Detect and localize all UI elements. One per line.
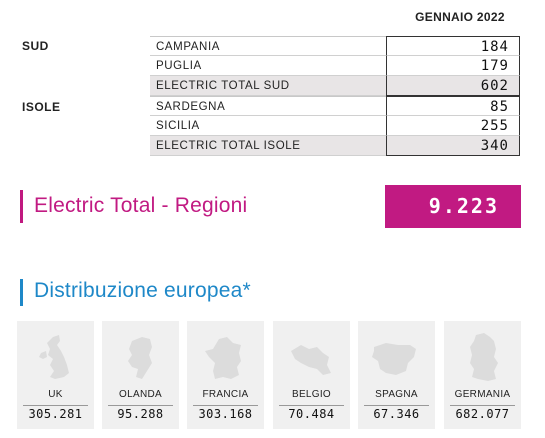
country-card-uk: UK 305.281 bbox=[17, 321, 94, 429]
row-value: 255 bbox=[386, 116, 520, 136]
regions-total-title: Electric Total - Regioni bbox=[34, 194, 248, 217]
country-name: UK bbox=[48, 389, 63, 400]
table-row-total: ELECTRIC TOTAL ISOLE 340 bbox=[150, 136, 520, 156]
row-value: 340 bbox=[386, 136, 520, 156]
country-value: 303.168 bbox=[198, 407, 253, 421]
country-card-france: FRANCIA 303.168 bbox=[187, 321, 264, 429]
regions-total-value: 9.223 bbox=[385, 185, 521, 228]
table-row: PUGLIA 179 bbox=[150, 56, 520, 76]
uk-map-icon bbox=[39, 335, 69, 379]
group-label-sud: SUD bbox=[22, 39, 49, 53]
row-name: PUGLIA bbox=[150, 56, 386, 76]
country-value: 95.288 bbox=[117, 407, 164, 421]
row-name: ELECTRIC TOTAL ISOLE bbox=[150, 136, 386, 156]
column-header-month: GENNAIO 2022 bbox=[415, 10, 505, 24]
card-divider bbox=[23, 405, 88, 406]
table-row-total: ELECTRIC TOTAL SUD 602 bbox=[150, 76, 520, 96]
country-card-germany: GERMANIA 682.077 bbox=[444, 321, 521, 429]
country-name: OLANDA bbox=[119, 389, 162, 400]
row-name: ELECTRIC TOTAL SUD bbox=[150, 76, 386, 96]
row-name: SICILIA bbox=[150, 116, 386, 136]
card-divider bbox=[108, 405, 173, 406]
row-value: 184 bbox=[386, 36, 520, 56]
europe-section-title: Distribuzione europea* bbox=[34, 279, 251, 302]
country-name: SPAGNA bbox=[375, 389, 418, 400]
group-label-isole: ISOLE bbox=[22, 100, 61, 114]
row-value: 602 bbox=[386, 76, 520, 96]
card-divider bbox=[364, 405, 429, 406]
country-value: 305.281 bbox=[28, 407, 83, 421]
country-value: 70.484 bbox=[288, 407, 335, 421]
table-row: SARDEGNA 85 bbox=[150, 96, 520, 116]
accent-bar-blue bbox=[20, 279, 23, 306]
france-map-icon bbox=[205, 337, 241, 379]
spain-map-icon bbox=[372, 343, 416, 375]
card-divider bbox=[193, 405, 258, 406]
country-name: FRANCIA bbox=[202, 389, 249, 400]
card-divider bbox=[279, 405, 344, 406]
country-card-spain: SPAGNA 67.346 bbox=[358, 321, 435, 429]
belgium-map-icon bbox=[291, 345, 331, 375]
country-value: 682.077 bbox=[455, 407, 510, 421]
table-row: SICILIA 255 bbox=[150, 116, 520, 136]
country-name: BELGIO bbox=[291, 389, 332, 400]
row-value: 179 bbox=[386, 56, 520, 76]
card-divider bbox=[450, 405, 515, 406]
country-name: GERMANIA bbox=[454, 389, 511, 400]
germany-map-icon bbox=[470, 333, 498, 381]
row-name: CAMPANIA bbox=[150, 36, 386, 56]
netherlands-map-icon bbox=[128, 337, 152, 379]
country-value: 67.346 bbox=[373, 407, 420, 421]
row-value: 85 bbox=[386, 96, 520, 116]
country-card-netherlands: OLANDA 95.288 bbox=[102, 321, 179, 429]
country-card-belgium: BELGIO 70.484 bbox=[273, 321, 350, 429]
row-name: SARDEGNA bbox=[150, 96, 386, 116]
accent-bar bbox=[20, 190, 23, 223]
table-row: CAMPANIA 184 bbox=[150, 36, 520, 56]
